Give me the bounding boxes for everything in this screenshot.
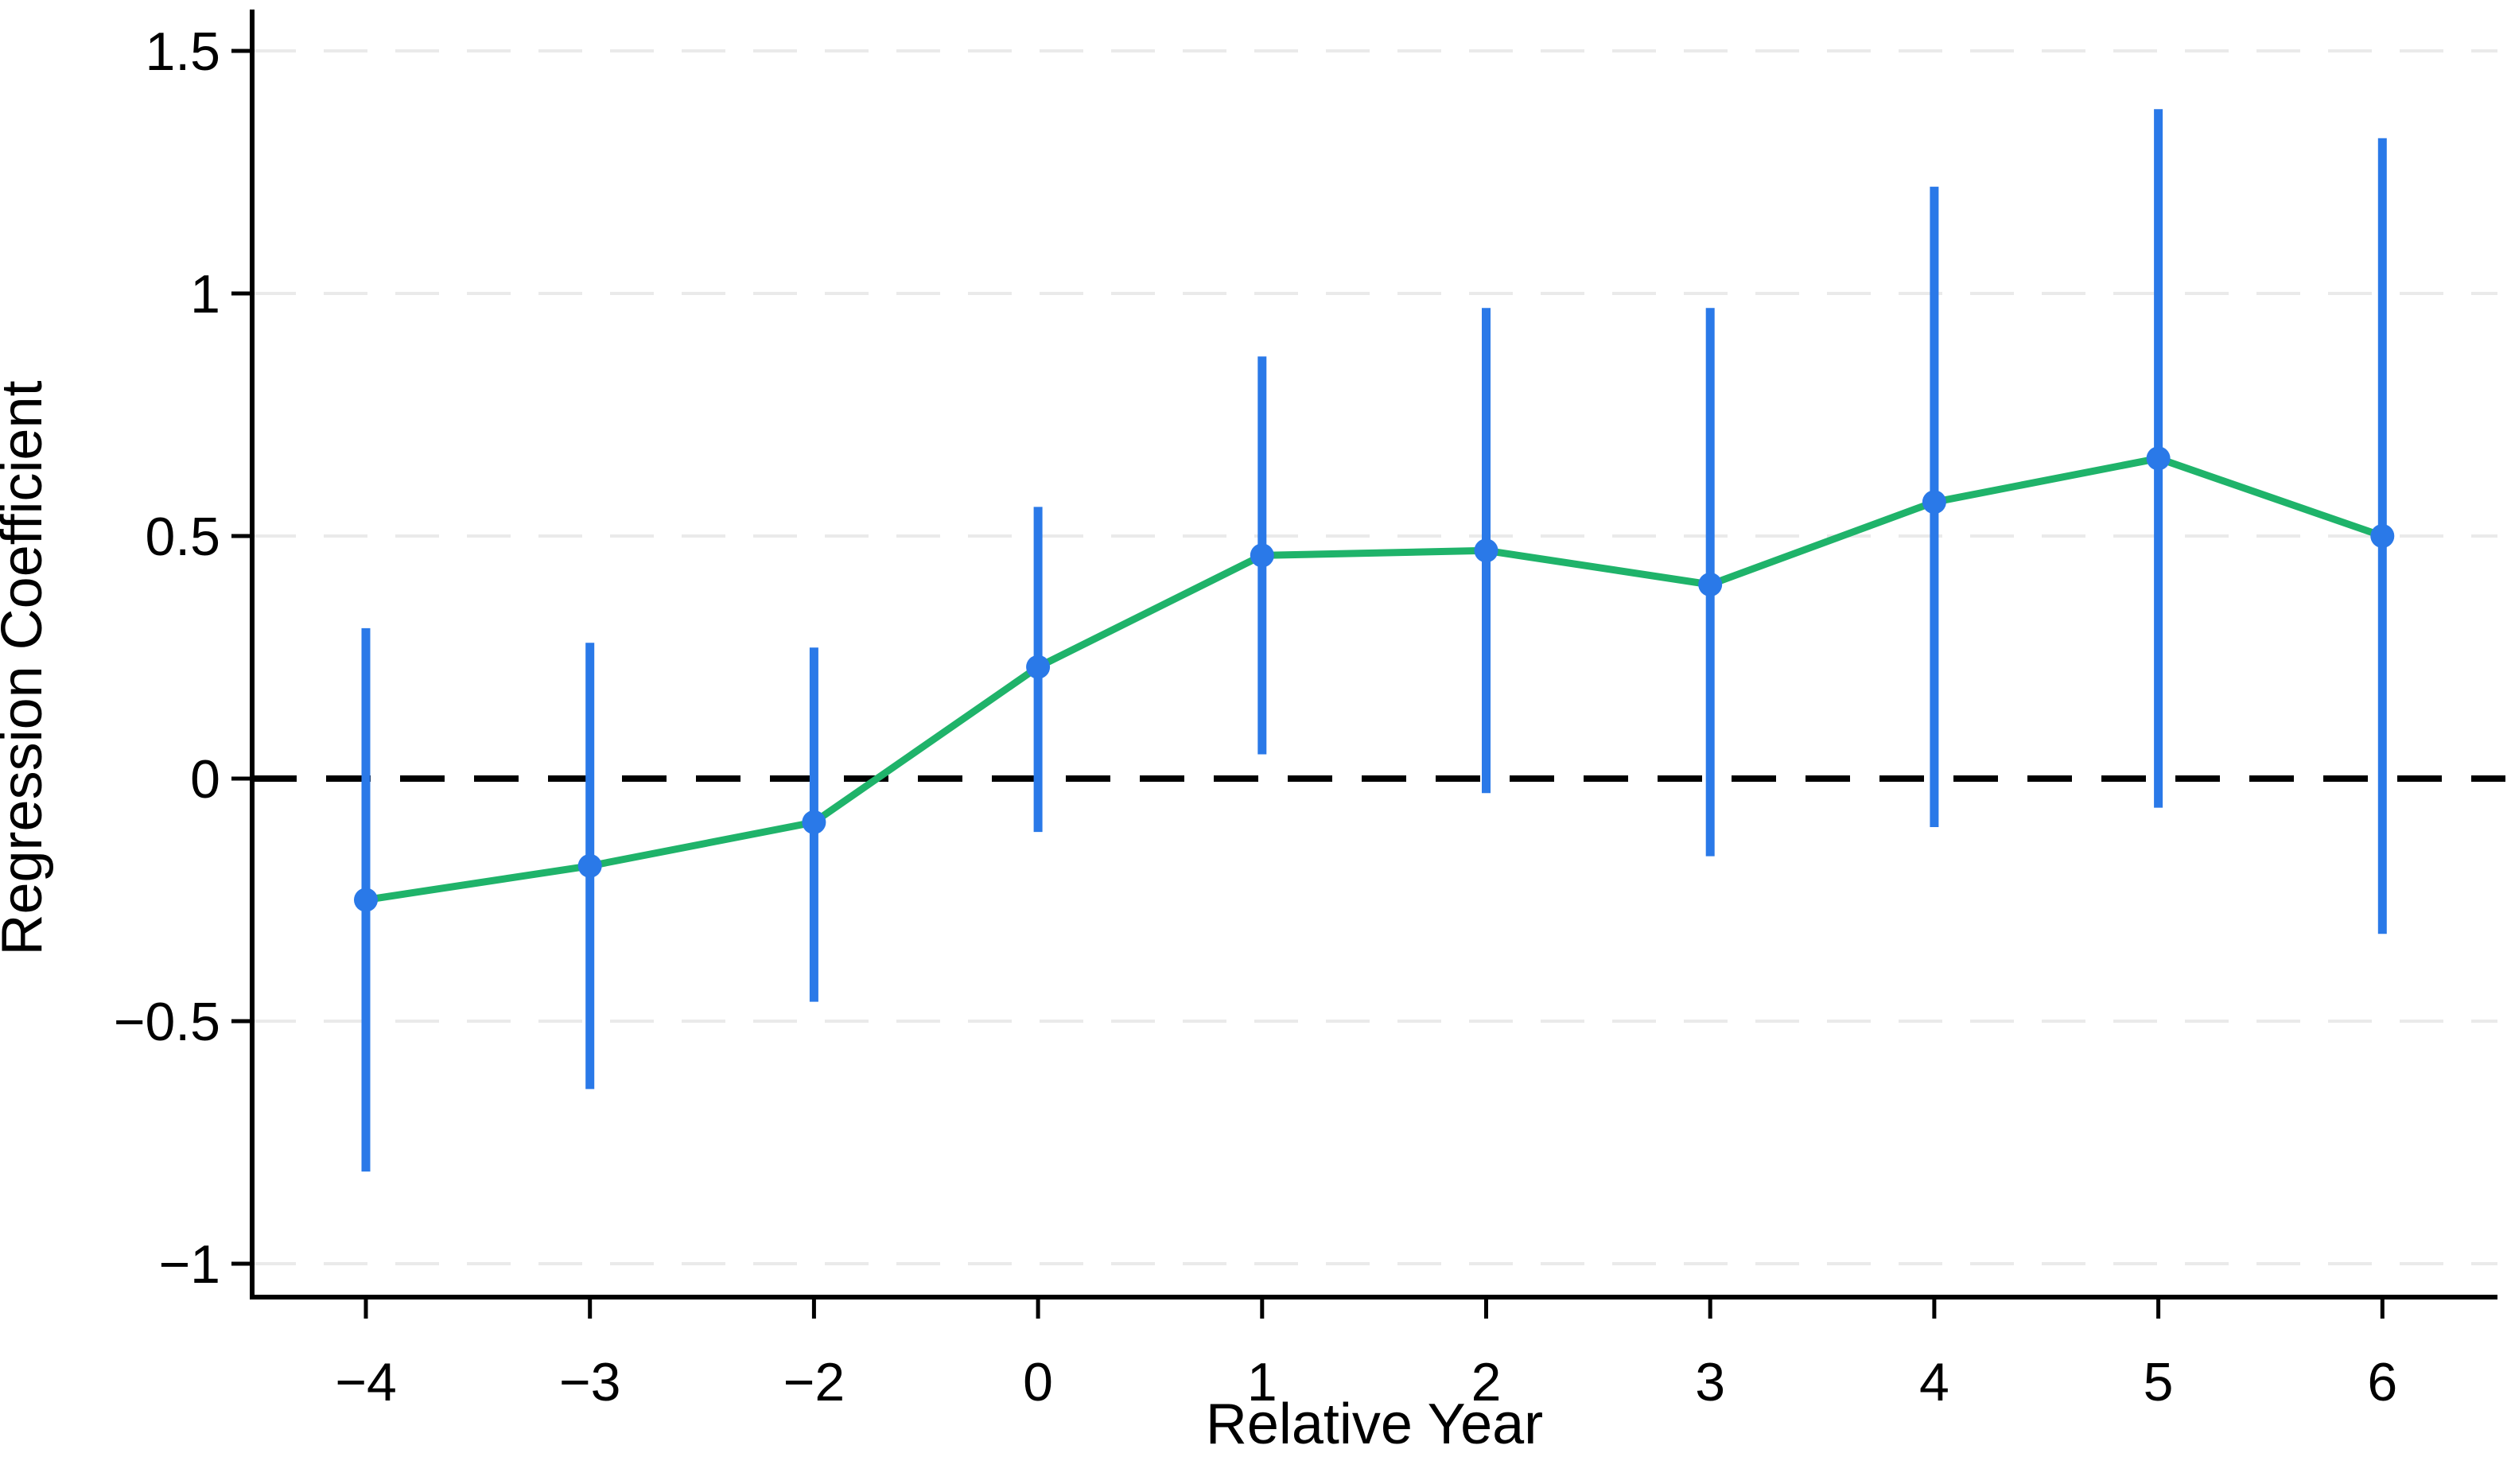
x-tick-label: 5 [2144, 1352, 2174, 1412]
confidence-intervals-layer [361, 109, 2387, 1172]
trend-line [362, 454, 2386, 903]
y-tick-label: −1 [158, 1234, 220, 1295]
y-tick-label: 1 [190, 264, 220, 324]
data-point-marker [1250, 543, 1274, 568]
gridlines-layer [252, 49, 2497, 1265]
axes-layer: 1.5 1 0.5 0 −0.5 −1 −4 −3 −2 0 1 2 3 4 5 6 [114, 10, 2497, 1412]
y-tick-label: 0.5 [145, 507, 220, 567]
y-tick-label: −0.5 [114, 992, 220, 1052]
x-tick-label: −4 [335, 1352, 397, 1412]
x-tick-label: 1 [1247, 1352, 1277, 1412]
data-point-marker [2146, 446, 2171, 471]
x-tick-label: 4 [1919, 1352, 1949, 1412]
data-point-marker [2370, 524, 2395, 548]
x-tick-label: 2 [1471, 1352, 1502, 1412]
x-tick-label: 0 [1023, 1352, 1053, 1412]
x-tick-label: −2 [783, 1352, 845, 1412]
data-point-marker [577, 853, 602, 878]
x-tick-label: 6 [2367, 1352, 2397, 1412]
data-point-marker [1698, 573, 1723, 596]
x-axis-title: Relative Year [1206, 1393, 1543, 1456]
y-tick-label: 1.5 [145, 21, 220, 82]
x-tick-label: −3 [559, 1352, 621, 1412]
data-point-marker [1026, 655, 1051, 679]
data-point-marker [1922, 490, 1946, 515]
data-point-marker [354, 888, 378, 912]
y-axis-title: Regression Coefficient [0, 380, 54, 955]
x-tick-label: 3 [1695, 1352, 1725, 1412]
y-tick-label: 0 [190, 749, 220, 810]
trend-line-layer [362, 454, 2386, 903]
markers-layer [354, 446, 2395, 912]
data-point-marker [1474, 538, 1498, 563]
data-point-marker [802, 810, 826, 834]
